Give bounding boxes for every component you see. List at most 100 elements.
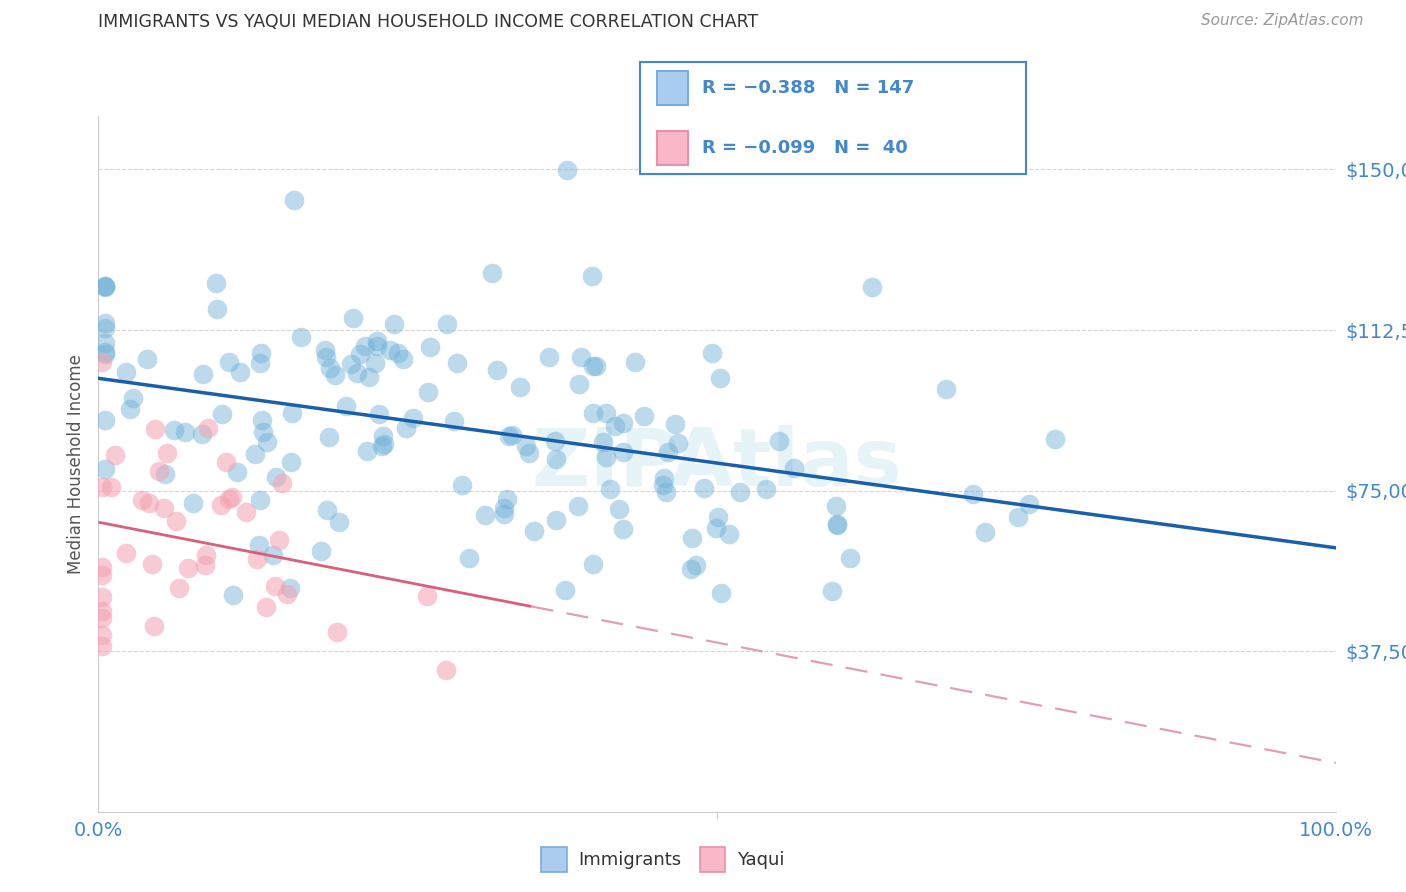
Point: [356, 443, 378, 458]
Point: [269, 533, 291, 547]
Point: [156, 446, 179, 460]
Point: [935, 383, 957, 397]
Point: [387, 345, 409, 359]
Point: [318, 430, 340, 444]
Point: [419, 341, 441, 355]
Point: [100, 480, 122, 494]
Point: [681, 531, 703, 545]
Point: [115, 546, 138, 560]
Point: [607, 501, 630, 516]
Text: Immigrants: Immigrants: [578, 851, 681, 869]
Point: [218, 354, 240, 368]
Point: [191, 367, 214, 381]
Point: [91, 628, 114, 642]
Point: [366, 334, 388, 348]
Point: [962, 486, 984, 500]
Point: [581, 269, 603, 284]
Point: [495, 492, 517, 507]
Point: [655, 485, 678, 500]
Point: [91, 355, 114, 369]
Point: [249, 356, 271, 370]
Point: [768, 434, 790, 449]
Point: [205, 301, 228, 316]
Point: [585, 359, 607, 373]
Point: [1043, 432, 1066, 446]
Point: [120, 402, 142, 417]
Point: [104, 448, 127, 462]
Point: [382, 317, 405, 331]
Point: [755, 482, 778, 496]
Point: [256, 435, 278, 450]
Point: [458, 550, 481, 565]
Point: [93, 279, 115, 293]
Point: [93, 347, 115, 361]
Point: [91, 568, 114, 582]
Point: [544, 434, 567, 448]
Point: [517, 445, 540, 459]
Point: [486, 362, 509, 376]
Point: [395, 421, 418, 435]
Point: [709, 371, 731, 385]
Point: [515, 439, 537, 453]
Point: [93, 279, 115, 293]
Point: [603, 419, 626, 434]
Point: [122, 391, 145, 405]
Point: [436, 317, 458, 331]
Point: [153, 467, 176, 482]
Point: [860, 280, 883, 294]
Text: ZIPAtlas: ZIPAtlas: [531, 425, 903, 503]
Point: [176, 561, 198, 575]
Point: [246, 552, 269, 566]
Point: [229, 365, 252, 379]
Point: [197, 421, 219, 435]
Point: [281, 406, 304, 420]
Point: [91, 639, 114, 653]
Point: [494, 507, 516, 521]
Point: [222, 587, 245, 601]
Point: [373, 429, 395, 443]
Point: [254, 600, 277, 615]
Point: [204, 276, 226, 290]
Point: [702, 346, 724, 360]
Point: [498, 429, 520, 443]
Text: R = −0.099   N =  40: R = −0.099 N = 40: [702, 139, 907, 157]
Point: [623, 354, 645, 368]
Point: [582, 359, 605, 373]
Text: IMMIGRANTS VS YAQUI MEDIAN HOUSEHOLD INCOME CORRELATION CHART: IMMIGRANTS VS YAQUI MEDIAN HOUSEHOLD INC…: [98, 13, 759, 31]
Point: [250, 346, 273, 360]
Point: [354, 338, 377, 352]
Point: [652, 471, 675, 485]
Point: [190, 427, 212, 442]
Point: [163, 423, 186, 437]
Point: [595, 407, 617, 421]
Point: [357, 369, 380, 384]
Point: [136, 352, 159, 367]
Point: [538, 351, 561, 365]
Point: [595, 450, 617, 464]
Text: R = −0.388   N = 147: R = −0.388 N = 147: [702, 79, 914, 97]
Point: [335, 399, 357, 413]
Point: [91, 480, 114, 494]
Point: [278, 581, 301, 595]
Point: [264, 470, 287, 484]
Point: [633, 409, 655, 423]
Point: [91, 590, 114, 604]
Point: [323, 368, 346, 383]
Point: [434, 664, 457, 678]
Point: [418, 385, 440, 400]
Point: [681, 562, 703, 576]
Point: [666, 436, 689, 450]
Point: [93, 413, 115, 427]
Point: [392, 351, 415, 366]
Point: [380, 343, 402, 358]
Point: [544, 513, 567, 527]
Point: [218, 492, 240, 507]
Point: [346, 366, 368, 380]
Point: [612, 445, 634, 459]
Point: [451, 478, 474, 492]
Point: [509, 380, 531, 394]
Point: [710, 586, 733, 600]
Point: [501, 428, 523, 442]
Point: [839, 550, 862, 565]
Point: [93, 279, 115, 293]
